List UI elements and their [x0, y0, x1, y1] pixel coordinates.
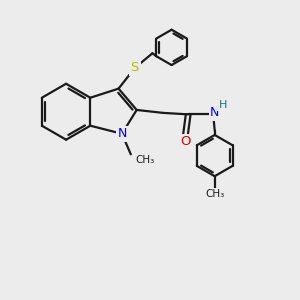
- Text: H: H: [218, 100, 227, 110]
- Text: S: S: [130, 61, 139, 74]
- Text: O: O: [180, 135, 190, 148]
- Text: N: N: [210, 106, 219, 119]
- Text: CH₃: CH₃: [205, 189, 224, 199]
- Text: CH₃: CH₃: [135, 155, 154, 165]
- Text: N: N: [117, 127, 127, 140]
